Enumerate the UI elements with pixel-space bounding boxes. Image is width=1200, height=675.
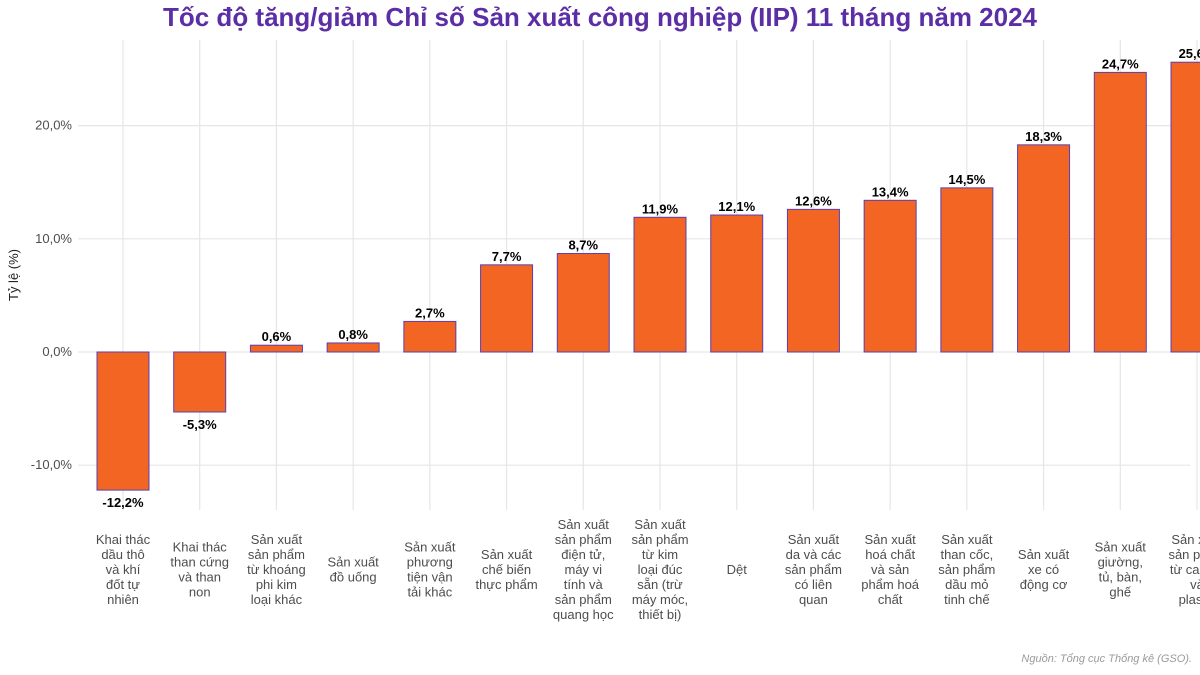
data-labels: -12,2% -5,3% 0,6% 0,8% 2,7% 7,7% 8,7% 11,9% 12,1… bbox=[102, 46, 1200, 510]
bar bbox=[556, 253, 610, 353]
chart-title: Tốc độ tăng/giảm Chỉ số Sản xuất công ng… bbox=[162, 2, 1038, 32]
bar bbox=[1093, 71, 1147, 353]
bar bbox=[633, 216, 687, 353]
bar bbox=[1170, 61, 1200, 353]
category-label: Sản xuất chế biến thực phẩm bbox=[475, 547, 537, 592]
category-label: Sản xuất giường, tủ, bàn, ghế bbox=[1095, 540, 1147, 600]
bar bbox=[403, 320, 457, 353]
bar bbox=[173, 351, 227, 413]
category-label: Sản xuất sản phẩm từ kim loại đúc sẵn (trừ má… bbox=[631, 517, 688, 622]
category-label: Sản xuất xe có động cơ bbox=[1018, 547, 1070, 592]
y-tick-label: -10,0% bbox=[31, 457, 73, 472]
bar bbox=[326, 342, 380, 353]
data-label: 7,7% bbox=[492, 249, 522, 264]
y-axis-ticks: -10,0% 0,0% 10,0% 20,0% bbox=[31, 118, 73, 473]
x-axis-categories: Khai thác dầu thô và khí đốt tự nhiên Khai th… bbox=[96, 517, 1200, 622]
bar bbox=[940, 187, 994, 353]
source-note: Nguồn: Tổng cục Thống kê (GSO). bbox=[1021, 653, 1192, 665]
y-tick-label: 10,0% bbox=[35, 231, 72, 246]
bar bbox=[1017, 144, 1071, 353]
category-label: Sản xuất phương tiện vận tải khác bbox=[404, 540, 456, 600]
category-label: Sản xuất hoá chất và sản phẩm hoá chất bbox=[861, 532, 920, 607]
bar bbox=[863, 199, 917, 353]
data-label: 14,5% bbox=[948, 172, 985, 187]
category-label: Sản xuất sản phẩm điện tử, máy vi tính và sản… bbox=[553, 517, 614, 622]
bar bbox=[249, 344, 303, 353]
bar bbox=[96, 351, 150, 491]
category-label: Sản xuất da và các sản phẩm có liên quan bbox=[785, 532, 842, 607]
data-label: 0,6% bbox=[262, 329, 292, 344]
category-label: Dệt bbox=[727, 562, 748, 577]
data-label: 12,6% bbox=[795, 193, 832, 208]
category-label: Khai thác dầu thô và khí đốt tự nhiên bbox=[96, 532, 151, 607]
bar bbox=[480, 264, 534, 353]
category-label: Sản xuất than cốc, sản phẩm dầu mỏ tinh chế bbox=[938, 532, 995, 607]
data-label: 8,7% bbox=[568, 238, 598, 253]
data-label: 2,7% bbox=[415, 305, 445, 320]
data-label: 11,9% bbox=[642, 201, 679, 216]
data-label: -5,3% bbox=[183, 417, 217, 432]
y-axis-label: Tỷ lệ (%) bbox=[6, 249, 21, 301]
bars bbox=[96, 61, 1200, 491]
data-label: 0,8% bbox=[338, 327, 368, 342]
data-label: 25,6% bbox=[1179, 46, 1200, 61]
data-label: 18,3% bbox=[1025, 129, 1062, 144]
data-label: 12,1% bbox=[718, 199, 755, 214]
bar bbox=[710, 214, 764, 353]
data-label: 24,7% bbox=[1102, 56, 1139, 71]
category-label: Khai thác than cứng và than non bbox=[170, 540, 229, 600]
y-tick-label: 0,0% bbox=[42, 344, 72, 359]
bar bbox=[786, 208, 840, 353]
data-label: 13,4% bbox=[872, 184, 909, 199]
category-label: Sản xuất sản phẩm từ khoáng phi kim loại khá… bbox=[247, 532, 306, 607]
data-label: -12,2% bbox=[102, 495, 144, 510]
y-tick-label: 20,0% bbox=[35, 118, 72, 133]
category-label: Sản xuất đồ uống bbox=[327, 555, 379, 585]
